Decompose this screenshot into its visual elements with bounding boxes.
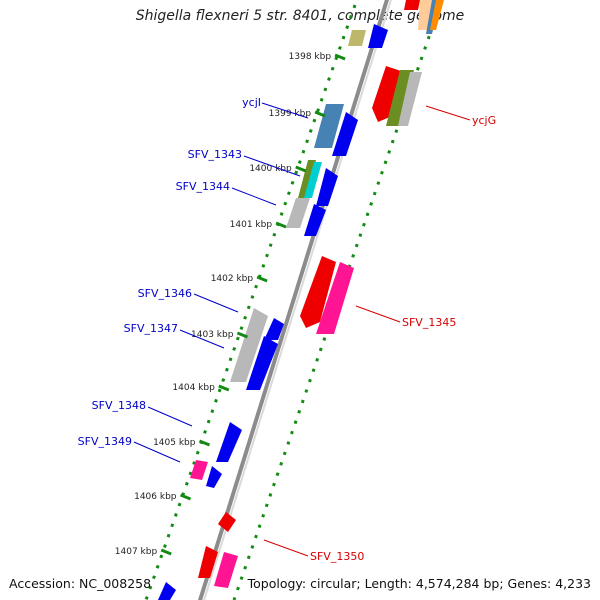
gene-top-orange[interactable] xyxy=(430,0,444,30)
tick-mark xyxy=(179,493,192,501)
gene-label-ycjI[interactable]: ycjI xyxy=(242,96,261,109)
gene-blue-1347[interactable] xyxy=(246,336,278,390)
gene-ycjI-blue[interactable] xyxy=(332,112,358,156)
tick-labels: 1398 kbp 1399 kbp 1400 kbp 1401 kbp 1402 kbp… xyxy=(115,52,346,557)
tick-label: 1401 kbp xyxy=(230,220,273,230)
tick-label: 1399 kbp xyxy=(269,109,312,119)
tick-mark xyxy=(256,275,268,283)
gene-olive-1343[interactable] xyxy=(298,160,316,198)
gene-blue-1346[interactable] xyxy=(264,318,284,340)
tick-mark xyxy=(275,221,287,229)
gene-features xyxy=(158,0,444,600)
gene-label-SFV_1349[interactable]: SFV_1349 xyxy=(78,435,132,448)
tick-label: 1407 kbp xyxy=(115,547,158,557)
gene-top-red[interactable] xyxy=(404,0,420,10)
gene-blue-1343[interactable] xyxy=(316,168,338,206)
callout-line-SFV_1349 xyxy=(133,441,181,463)
callout-line-SFV_1348 xyxy=(147,406,193,427)
gene-label-lines xyxy=(133,102,471,557)
accession-label: Accession: NC_008258 xyxy=(9,576,152,591)
callout-line-SFV_1343 xyxy=(243,155,301,177)
tick-label: 1406 kbp xyxy=(134,492,177,502)
tick-mark xyxy=(314,110,326,118)
gene-blue-1349[interactable] xyxy=(206,466,222,488)
backbone-line xyxy=(198,0,389,600)
gene-ycjG-red[interactable] xyxy=(372,66,404,122)
gene-arrow-blue-top[interactable] xyxy=(368,24,388,48)
tick-mark xyxy=(198,439,211,447)
gene-label-ycjG[interactable]: ycjG xyxy=(472,114,496,127)
callout-line-SFV_1347 xyxy=(179,329,225,349)
gene-pink-1349[interactable] xyxy=(190,460,208,480)
gene-pink-1350[interactable] xyxy=(214,552,238,588)
tick-mark xyxy=(218,384,230,392)
callout-line-SFV_1345 xyxy=(355,305,401,323)
callout-line-ycjG xyxy=(425,105,471,121)
gene-box-khaki-top[interactable] xyxy=(348,30,366,46)
tick-mark xyxy=(295,165,307,173)
gene-label-SFV_1343[interactable]: SFV_1343 xyxy=(188,148,242,161)
topology-label: Topology: circular; Length: 4,574,284 bp… xyxy=(247,576,591,591)
gene-ycjG-grey[interactable] xyxy=(398,72,422,126)
tick-label: 1402 kbp xyxy=(211,274,254,284)
tick-mark xyxy=(236,331,248,339)
tick-label: 1400 kbp xyxy=(249,164,292,174)
gene-label-SFV_1347[interactable]: SFV_1347 xyxy=(124,322,178,335)
gene-label-SFV_1346[interactable]: SFV_1346 xyxy=(138,287,192,300)
gene-ycjI-steel[interactable] xyxy=(314,104,344,148)
callout-line-SFV_1344 xyxy=(231,187,277,206)
tick-label: 1405 kbp xyxy=(153,438,196,448)
gene-labels: ycjI SFV_1343 SFV_1344 SFV_1346 SFV_1347… xyxy=(78,96,496,563)
gene-pink-1345[interactable] xyxy=(316,262,354,334)
gene-grey-1344[interactable] xyxy=(286,198,310,228)
tick-label: 1404 kbp xyxy=(172,383,215,393)
tick-mark xyxy=(334,53,346,61)
gene-label-SFV_1344[interactable]: SFV_1344 xyxy=(176,180,230,193)
tick-mark xyxy=(160,548,172,556)
gene-red-1350-small[interactable] xyxy=(218,512,236,532)
gene-ycjG-olive[interactable] xyxy=(386,70,414,126)
gene-blue-bottom[interactable] xyxy=(158,582,176,600)
gene-blue-1348[interactable] xyxy=(216,422,242,462)
gene-grey-1347[interactable] xyxy=(230,308,268,382)
callout-line-SFV_1346 xyxy=(193,293,239,313)
callout-line-ycjI xyxy=(261,102,309,119)
callout-line-SFV_1350 xyxy=(263,539,309,557)
gene-cyan-1343[interactable] xyxy=(304,162,322,198)
gene-label-SFV_1348[interactable]: SFV_1348 xyxy=(92,399,146,412)
gene-blue-1344[interactable] xyxy=(304,204,326,236)
gene-red-1350[interactable] xyxy=(198,546,218,578)
tick-label: 1403 kbp xyxy=(191,330,234,340)
gene-label-SFV_1345[interactable]: SFV_1345 xyxy=(402,316,456,329)
gene-red-1345[interactable] xyxy=(300,256,336,328)
tick-label: 1398 kbp xyxy=(289,52,332,62)
gene-label-SFV_1350[interactable]: SFV_1350 xyxy=(310,550,364,563)
backbone-line-light xyxy=(203,0,392,600)
